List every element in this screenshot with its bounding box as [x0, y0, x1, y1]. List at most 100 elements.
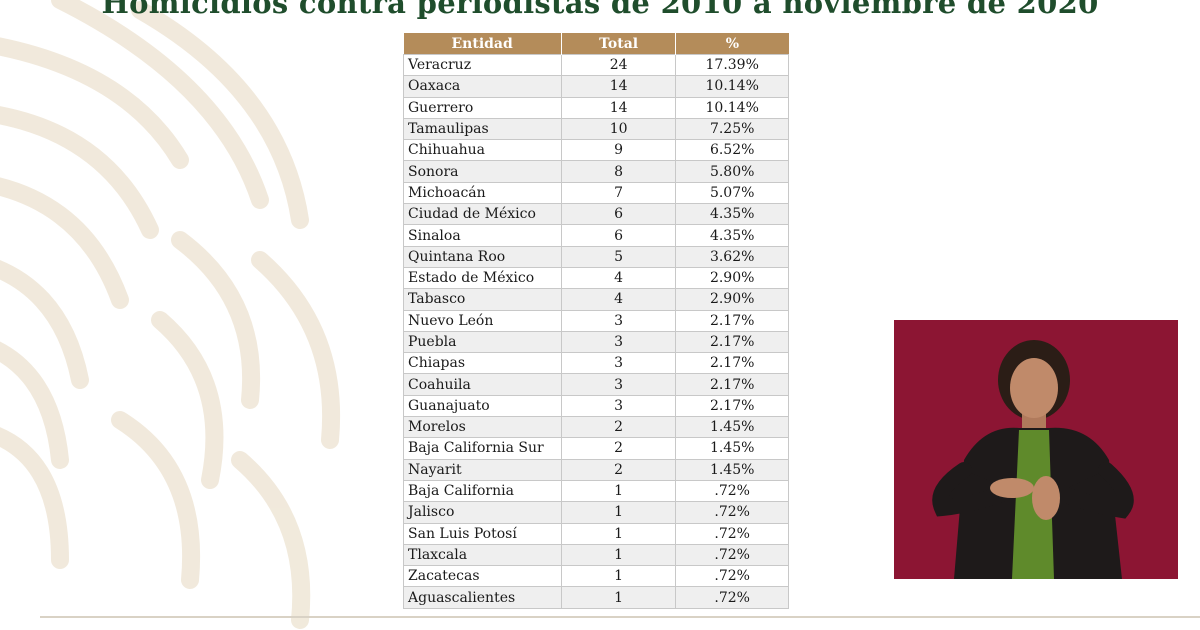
interpreter-person-icon	[932, 340, 1134, 579]
table-row: Zacatecas 1.72%	[403, 565, 789, 588]
cell-entidad: Tabasco	[403, 288, 562, 311]
cell-total: 2	[560, 458, 677, 481]
table-row: Aguascalientes 1.72%	[403, 586, 789, 609]
header-total: Total	[560, 33, 676, 55]
cell-entidad: Coahuila	[403, 373, 562, 396]
cell-entidad: Estado de México	[403, 266, 562, 290]
cell-percent: .72%	[675, 543, 789, 567]
cell-percent: 4.35%	[675, 224, 789, 247]
cell-entidad: Baja California Sur	[403, 437, 562, 460]
cell-total: 1	[560, 501, 677, 524]
table-row: Jalisco 1.72%	[403, 501, 789, 524]
cell-entidad: Aguascalientes	[403, 586, 562, 609]
cell-total: 14	[560, 96, 677, 119]
cell-entidad: Sonora	[403, 160, 562, 183]
header-percent: %	[675, 33, 789, 55]
table-row: Baja California 1.72%	[403, 479, 789, 503]
table-row: Puebla 3 2.17%	[403, 330, 789, 354]
cell-percent: .72%	[675, 479, 789, 503]
cell-total: 14	[560, 75, 677, 98]
cell-total: 6	[560, 224, 677, 247]
cell-percent: .72%	[675, 501, 789, 524]
table-row: Oaxaca 14 10.14%	[403, 75, 789, 98]
table-body: Veracruz 24 17.39% Oaxaca 14 10.14% Guerrero 14…	[403, 53, 789, 609]
table-row: Guerrero 14 10.14%	[403, 96, 789, 119]
cell-percent: 17.39%	[675, 53, 789, 77]
cell-entidad: Guanajuato	[403, 394, 562, 418]
homicides-table-wrapper: Entidad Total % Veracruz 24 17.39% Oaxaca 14…	[403, 33, 789, 618]
cell-entidad: Zacatecas	[403, 565, 562, 588]
cell-entidad: Puebla	[403, 330, 562, 354]
cell-total: 5	[560, 245, 677, 268]
cell-percent: 6.52%	[675, 139, 789, 162]
cell-percent: 2.90%	[675, 266, 789, 290]
cell-percent: .72%	[675, 586, 789, 609]
cell-entidad: Chihuahua	[403, 139, 562, 162]
cell-percent: 10.14%	[675, 75, 789, 98]
cell-percent: 1.45%	[675, 458, 789, 481]
cell-total: 2	[560, 437, 677, 460]
cell-total: 7	[560, 181, 677, 205]
cell-total: 8	[560, 160, 677, 183]
cell-total: 9	[560, 139, 677, 162]
cell-entidad: Jalisco	[403, 501, 562, 524]
cell-total: 3	[560, 394, 677, 418]
homicides-table: Entidad Total % Veracruz 24 17.39% Oaxaca 14…	[403, 33, 789, 609]
cell-percent: 2.17%	[675, 330, 789, 354]
table-header-row: Entidad Total %	[403, 33, 789, 55]
cell-percent: 1.45%	[675, 416, 789, 439]
cell-percent: 3.62%	[675, 245, 789, 268]
cell-total: 4	[560, 288, 677, 311]
cell-percent: 2.17%	[675, 394, 789, 418]
table-row: Estado de México 4 2.90%	[403, 266, 789, 290]
cell-percent: .72%	[675, 522, 789, 545]
cell-entidad: Nayarit	[403, 458, 562, 481]
cell-total: 1	[560, 543, 677, 567]
cell-entidad: Oaxaca	[403, 75, 562, 98]
cell-entidad: Guerrero	[403, 96, 562, 119]
background-emblem-pattern	[0, 0, 400, 630]
cell-entidad: Veracruz	[403, 53, 562, 77]
cell-percent: 5.80%	[675, 160, 789, 183]
cell-total: 3	[560, 309, 677, 332]
cell-entidad: Tlaxcala	[403, 543, 562, 567]
cell-entidad: San Luis Potosí	[403, 522, 562, 545]
cell-total: 10	[560, 117, 677, 141]
cell-entidad: Quintana Roo	[403, 245, 562, 268]
cell-percent: 2.17%	[675, 352, 789, 375]
table-row: Morelos 2 1.45%	[403, 416, 789, 439]
table-row: Nayarit 2 1.45%	[403, 458, 789, 481]
cell-total: 1	[560, 522, 677, 545]
table-row: Chiapas 3 2.17%	[403, 352, 789, 375]
sign-language-interpreter-video	[894, 320, 1178, 579]
footer-divider	[40, 616, 1200, 618]
cell-entidad: Michoacán	[403, 181, 562, 205]
cell-total: 24	[560, 53, 677, 77]
cell-entidad: Morelos	[403, 416, 562, 439]
cell-entidad: Sinaloa	[403, 224, 562, 247]
table-row: Chihuahua 9 6.52%	[403, 139, 789, 162]
eagle-pattern-icon	[0, 0, 341, 629]
table-row: Guanajuato 3 2.17%	[403, 394, 789, 418]
cell-percent: 4.35%	[675, 203, 789, 226]
table-row: Nuevo León 3 2.17%	[403, 309, 789, 332]
table-row: Quintana Roo 5 3.62%	[403, 245, 789, 268]
cell-percent: 2.17%	[675, 309, 789, 332]
table-row: Coahuila 3 2.17%	[403, 373, 789, 396]
table-row: San Luis Potosí 1.72%	[403, 522, 789, 545]
cell-entidad: Tamaulipas	[403, 117, 562, 141]
cell-total: 1	[560, 586, 677, 609]
header-entidad: Entidad	[403, 33, 562, 55]
table-row: Tlaxcala 1.72%	[403, 543, 789, 567]
cell-total: 1	[560, 479, 677, 503]
cell-total: 1	[560, 565, 677, 588]
table-row: Michoacán 7 5.07%	[403, 181, 789, 205]
cell-total: 2	[560, 416, 677, 439]
cell-total: 3	[560, 330, 677, 354]
table-row: Sinaloa 6 4.35%	[403, 224, 789, 247]
cell-entidad: Ciudad de México	[403, 203, 562, 226]
table-row: Tamaulipas 10 7.25%	[403, 117, 789, 141]
table-row: Ciudad de México 6 4.35%	[403, 203, 789, 226]
table-row: Veracruz 24 17.39%	[403, 53, 789, 77]
table-row: Tabasco 4 2.90%	[403, 288, 789, 311]
